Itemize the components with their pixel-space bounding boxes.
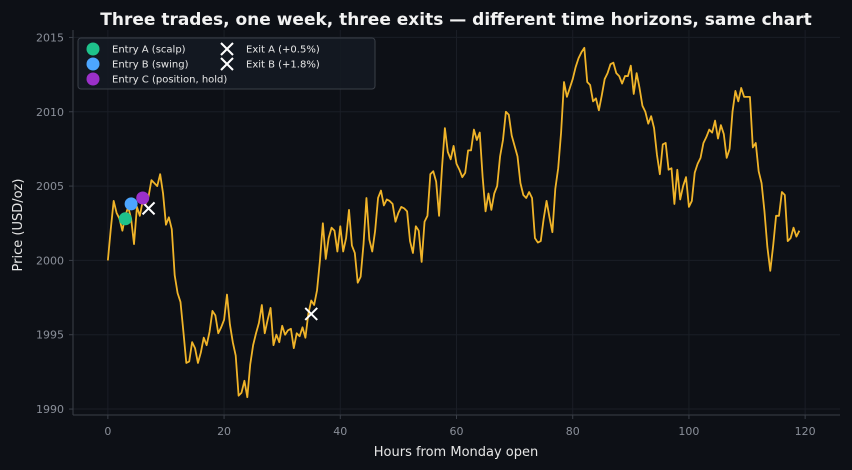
legend-entry-label: Entry B (swing) <box>112 60 189 71</box>
legend: Entry A (scalp) Exit A (+0.5%) Entry B (sw… <box>77 37 376 90</box>
x-tick-label: 60 <box>450 425 464 438</box>
legend-entry-label: Exit A (+0.5%) <box>246 45 320 56</box>
y-tick-label: 1995 <box>36 329 64 342</box>
y-axis-label: Price (USD/oz) <box>11 179 26 272</box>
entry-marker <box>118 212 132 226</box>
grid-lines <box>73 30 840 415</box>
y-tick-label: 2010 <box>36 106 64 119</box>
legend-entries: Entry A (scalp) Exit A (+0.5%) Entry B (sw… <box>86 42 320 86</box>
legend-entry-label: Entry C (position, hold) <box>112 75 227 86</box>
legend-exit-marker-stroke <box>220 57 234 71</box>
x-ticks: 0 20 40 60 80 100 120 <box>104 415 816 438</box>
y-tick-label: 1990 <box>36 403 64 416</box>
y-tick-label: 2000 <box>36 254 64 267</box>
marker-layer <box>118 191 318 321</box>
y-tick-label: 2015 <box>36 31 64 44</box>
legend-exit-marker <box>220 57 234 71</box>
price-series-line <box>106 46 801 399</box>
x-tick-label: 100 <box>678 425 699 438</box>
legend-entry-marker <box>86 72 100 86</box>
y-ticks: 1990 1995 2000 2005 2010 2015 <box>36 31 73 416</box>
series-layer <box>106 46 801 399</box>
exit-marker-stroke <box>141 201 156 216</box>
exit-marker <box>304 307 318 321</box>
x-tick-label: 0 <box>104 425 111 438</box>
x-tick-label: 80 <box>566 425 580 438</box>
x-axis-label: Hours from Monday open <box>374 445 539 460</box>
legend-entry-label: Entry A (scalp) <box>112 45 186 56</box>
legend-entry-label: Exit B (+1.8%) <box>246 60 320 71</box>
exit-marker-stroke <box>304 307 318 321</box>
entry-marker <box>124 197 138 211</box>
entry-marker <box>136 191 150 205</box>
legend-entry-marker <box>86 42 100 56</box>
x-tick-label: 40 <box>333 425 347 438</box>
y-tick-label: 2005 <box>36 180 64 193</box>
legend-exit-marker-stroke <box>220 42 234 56</box>
exit-marker <box>141 201 156 216</box>
legend-exit-marker <box>220 42 234 56</box>
legend-entry-marker <box>86 57 100 71</box>
x-tick-label: 20 <box>217 425 231 438</box>
x-tick-label: 120 <box>795 425 816 438</box>
chart-title: Three trades, one week, three exits — di… <box>100 10 811 30</box>
